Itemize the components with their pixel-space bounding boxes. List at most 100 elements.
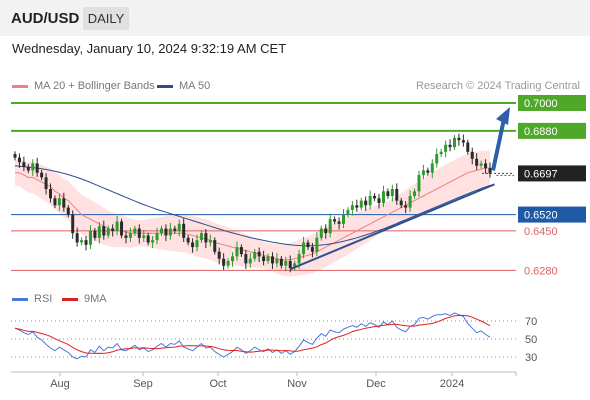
candle-body [293, 263, 297, 269]
candle-body [128, 233, 132, 238]
candle-body [324, 228, 328, 234]
candle-body [417, 175, 421, 192]
candle-body [470, 151, 474, 159]
candle-body [66, 207, 70, 215]
x-tick-label: Oct [209, 378, 226, 390]
timestamp: Wednesday, January 10, 2024 9:32:19 AM C… [12, 41, 287, 56]
candle-body [337, 221, 341, 224]
bollinger-band [15, 150, 490, 277]
credit-text: Research © 2024 Trading Central [415, 80, 580, 92]
candle-body [484, 163, 488, 169]
level-label-0: 0.7000 [524, 98, 558, 110]
candle-body [377, 198, 381, 203]
candle-body [186, 237, 190, 243]
candle-body [57, 198, 61, 206]
ma50-swatch [157, 84, 173, 88]
candle-body [386, 191, 390, 196]
rsi-level-label: 50 [525, 334, 537, 346]
candle-body [257, 251, 261, 257]
level-label-4: 0.6450 [524, 226, 558, 238]
candle-body [310, 247, 314, 252]
ma20-legend-label: MA 20 + Bollinger Bands [34, 80, 155, 92]
candle-body [461, 140, 465, 143]
candle-body [199, 233, 203, 241]
candle-body [248, 258, 252, 264]
x-tick-label: 2024 [440, 378, 464, 390]
candle-body [217, 251, 221, 259]
rsi-ma9-line [14, 314, 491, 354]
candle-body [115, 221, 119, 231]
candle-body [381, 191, 385, 203]
forecast-arrow-shaft [491, 118, 506, 171]
candle-body [204, 233, 208, 243]
candle-body [75, 233, 79, 243]
candle-body [226, 261, 230, 266]
candle-body [421, 170, 425, 176]
candle-body [40, 172, 44, 178]
candle-body [302, 242, 306, 255]
ma20-swatch [12, 84, 28, 88]
level-label-5: 0.6280 [524, 265, 558, 277]
candle-body [435, 154, 439, 164]
candle-body [342, 214, 346, 224]
ma9-legend: 9MA [62, 293, 107, 305]
symbol-label: AUD/USD [11, 10, 80, 27]
candle-body [62, 198, 66, 208]
candle-body [49, 189, 53, 199]
x-tick-label: Sep [133, 378, 153, 390]
candle-body [191, 242, 195, 248]
candle-body [346, 209, 350, 215]
ma9-swatch [62, 297, 78, 301]
candle-body [444, 144, 448, 152]
timeframe-button[interactable]: DAILY [83, 7, 129, 30]
candle-body [26, 166, 30, 171]
candle-body [80, 240, 84, 243]
level-tag-3 [518, 206, 586, 223]
candle-body [35, 163, 39, 173]
candle-body [368, 195, 372, 206]
ma50-legend: MA 50 [157, 80, 210, 92]
candle-body [31, 163, 35, 171]
candle-body [111, 228, 115, 231]
candle-body [452, 137, 456, 148]
candle-body [222, 258, 226, 266]
candle-body [124, 235, 128, 238]
candle-body [279, 258, 283, 266]
ma50-line [14, 165, 491, 247]
candle-body [102, 226, 106, 236]
candle-body [159, 228, 163, 234]
candle-body [133, 228, 137, 234]
candle-body [84, 240, 88, 245]
candle-body [177, 223, 181, 231]
candle-body [275, 258, 279, 264]
candle-body [328, 219, 332, 234]
candle-body [164, 228, 168, 236]
candle-body [239, 247, 243, 255]
candle-body [71, 214, 75, 234]
candle-body [137, 228, 141, 238]
level-label-2: 0.6697 [524, 168, 558, 180]
candle-body [88, 230, 92, 245]
candle-body [457, 137, 461, 141]
x-tick-label: Dec [366, 378, 386, 390]
ma20-legend: MA 20 + Bollinger Bands [12, 80, 155, 92]
rsi-level-label: 70 [525, 316, 537, 328]
candle-body [466, 142, 470, 152]
rsi-swatch [12, 297, 28, 301]
candle-body [53, 198, 57, 206]
candle-body [13, 154, 17, 158]
candle-body [106, 228, 110, 236]
candle-body [288, 261, 292, 269]
candle-body [439, 151, 443, 155]
candle-body [297, 254, 301, 264]
candle-body [404, 205, 408, 208]
candle-body [479, 163, 483, 166]
candle-body [155, 233, 159, 241]
candles-group [13, 133, 492, 273]
candle-body [142, 235, 146, 238]
x-tick-label: Aug [50, 378, 70, 390]
candle-body [488, 168, 492, 174]
support-trendline [289, 183, 495, 271]
candle-body [426, 170, 430, 173]
